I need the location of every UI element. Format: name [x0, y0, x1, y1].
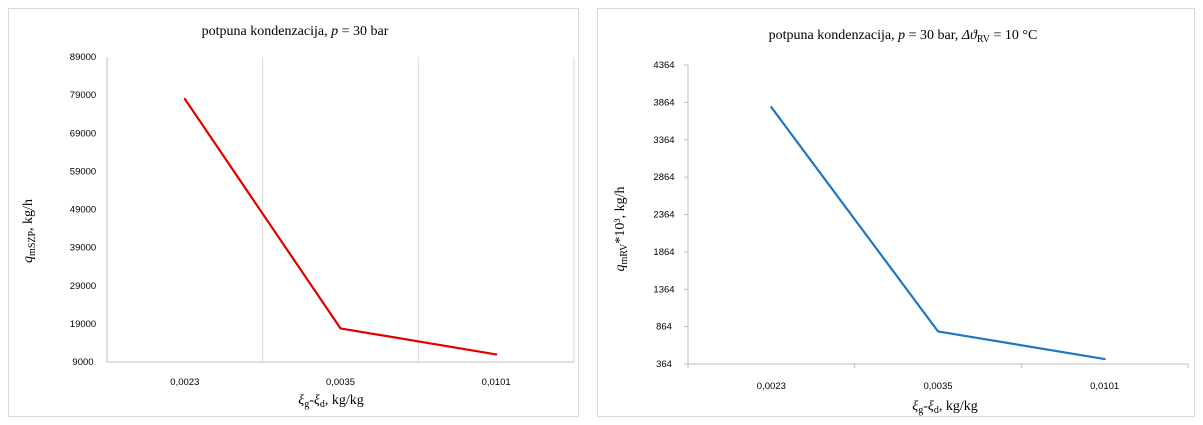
- chart-2-axes: [684, 64, 1189, 368]
- chart-2-y-ticks: 364 864 1364 1864 2364 2864 3364 3864 4364: [653, 60, 674, 370]
- chart-1-x-axis-label: ξg-ξd, kg/kg: [298, 393, 364, 410]
- chart-1-gridlines: [262, 57, 575, 362]
- chart-2-x-ticks: 0,0023 0,0035 0,0101: [757, 381, 1119, 392]
- x-tick-label: 0,0023: [170, 377, 199, 388]
- chart-2-y-axis-label: qmRV*10³, kg/h: [613, 187, 630, 272]
- y-tick-label: 864: [656, 322, 672, 333]
- y-tick-label: 1864: [653, 247, 674, 258]
- series-line: [770, 106, 1105, 361]
- data-point: [339, 327, 342, 330]
- data-point: [183, 97, 186, 101]
- chart-2-svg: potpuna kondenzacija, p = 30 bar, ΔϑRV =…: [613, 28, 1189, 416]
- chart-1-x-ticks: 0,0023 0,0035 0,0101: [170, 377, 510, 388]
- y-tick-label: 364: [656, 359, 672, 370]
- x-tick-label: 0,0101: [1090, 381, 1119, 392]
- y-tick-label: 29000: [70, 281, 96, 292]
- chart-2-title: potpuna kondenzacija, p = 30 bar, ΔϑRV =…: [769, 28, 1038, 45]
- chart-1-svg: potpuna kondenzacija, p = 30 bar 9000 190…: [21, 24, 575, 410]
- chart-1-title: potpuna kondenzacija, p = 30 bar: [202, 24, 389, 39]
- y-tick-label: 4364: [653, 60, 674, 71]
- y-tick-label: 69000: [70, 128, 96, 139]
- y-tick-label: 39000: [70, 243, 96, 254]
- chart-1-axes: [106, 57, 574, 363]
- y-tick-label: 49000: [70, 205, 96, 216]
- data-point: [936, 330, 940, 333]
- chart-panel-1: potpuna kondenzacija, p = 30 bar 9000 190…: [8, 8, 579, 417]
- y-tick-label: 79000: [70, 90, 96, 101]
- chart-1-series: [183, 97, 498, 356]
- chart-2-x-axis-label: ξg-ξd, kg/kg: [912, 399, 978, 416]
- y-tick-label: 89000: [70, 52, 96, 63]
- chart-panel-2: potpuna kondenzacija, p = 30 bar, ΔϑRV =…: [597, 8, 1195, 417]
- y-tick-label: 1364: [653, 284, 674, 295]
- y-tick-label: 59000: [70, 166, 96, 177]
- x-tick-label: 0,0023: [757, 381, 786, 392]
- x-tick-label: 0,0035: [326, 377, 355, 388]
- y-tick-label: 19000: [70, 319, 96, 330]
- x-tick-label: 0,0101: [482, 377, 511, 388]
- data-point: [495, 353, 498, 356]
- x-tick-label: 0,0035: [923, 381, 952, 392]
- y-tick-label: 2364: [653, 210, 674, 221]
- data-point: [770, 106, 773, 109]
- y-tick-label: 3864: [653, 97, 674, 108]
- y-tick-label: 3364: [653, 135, 674, 146]
- chart-2-series: [770, 106, 1106, 361]
- y-tick-label: 2864: [653, 172, 674, 183]
- chart-1-y-ticks: 9000 19000 29000 39000 49000 59000 69000 79000 8…: [70, 52, 96, 368]
- data-point: [1103, 357, 1106, 361]
- series-line: [183, 98, 497, 356]
- y-tick-label: 9000: [72, 357, 93, 368]
- chart-1-y-axis-label: qmSZP, kg/h: [21, 199, 38, 263]
